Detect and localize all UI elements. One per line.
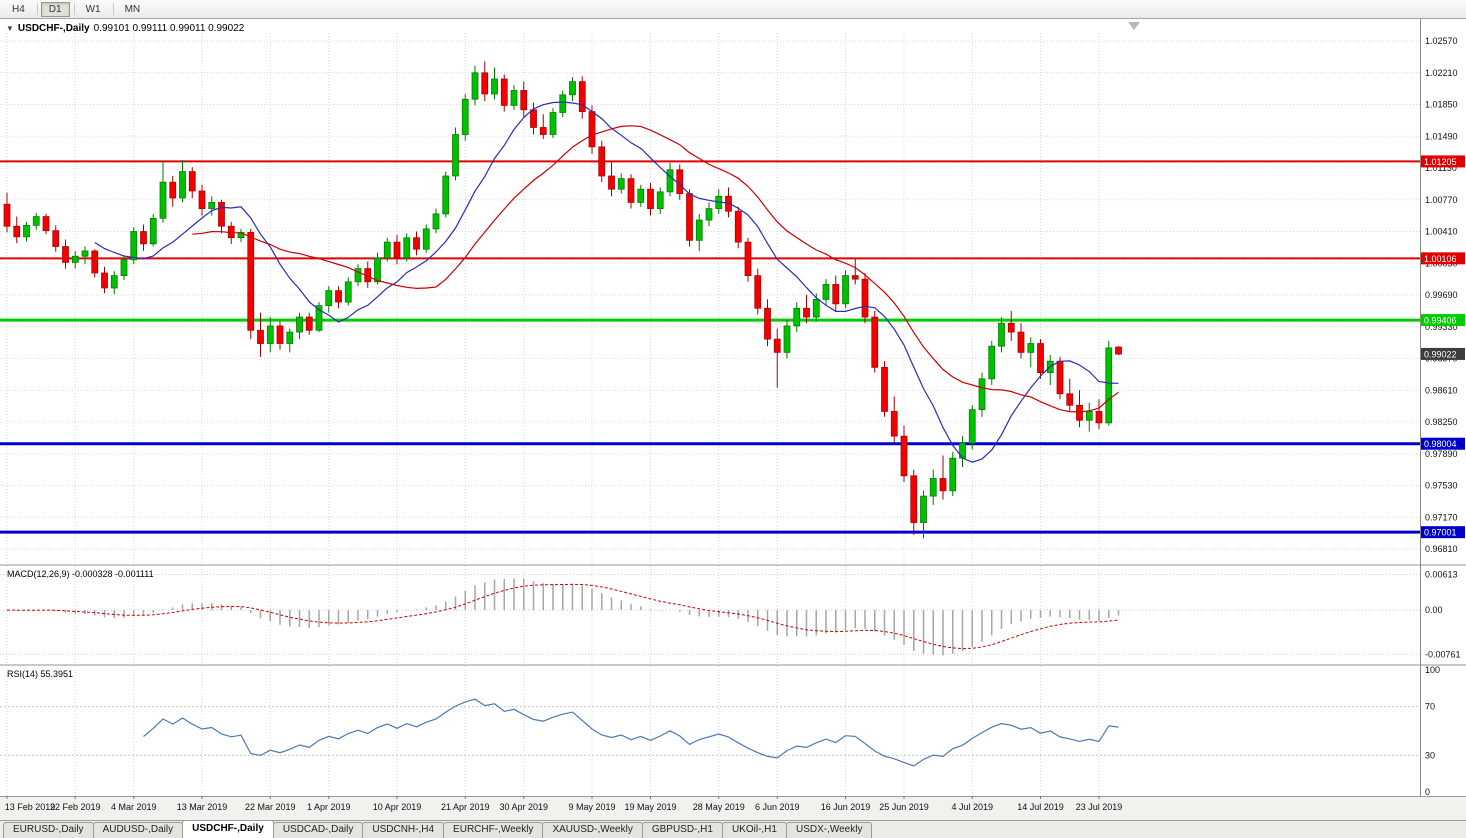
splitter-main-macd[interactable] xyxy=(0,564,1466,566)
current-price-text: 0.99022 xyxy=(1424,349,1457,359)
level-price-badge xyxy=(1421,314,1465,327)
price-tick-label: 1.01130 xyxy=(1425,163,1457,173)
chart-background xyxy=(0,19,1466,820)
date-tick-label: 25 Jun 2019 xyxy=(879,802,929,812)
tab-usdcad-daily[interactable]: USDCAD-,Daily xyxy=(272,822,364,838)
date-tick-label: 14 Jul 2019 xyxy=(1017,802,1064,812)
macd-tick-label: 0.00 xyxy=(1425,605,1443,615)
moving-averages xyxy=(94,101,1119,463)
date-tick-label: 22 Feb 2019 xyxy=(50,802,101,812)
chart-shift-marker[interactable] xyxy=(1128,22,1140,30)
level-price-text: 0.98004 xyxy=(1424,439,1457,449)
price-tick-label: 0.99690 xyxy=(1425,290,1458,300)
tab-usdchf-daily[interactable]: USDCHF-,Daily xyxy=(182,820,274,838)
date-tick-label: 28 May 2019 xyxy=(693,802,745,812)
level-price-text: 0.99406 xyxy=(1424,316,1457,326)
price-tick-label: 1.00770 xyxy=(1425,195,1458,205)
date-tick-label: 21 Apr 2019 xyxy=(441,802,490,812)
price-tick-label: 1.02570 xyxy=(1425,36,1458,46)
date-tick-label: 13 Mar 2019 xyxy=(177,802,228,812)
timeframe-w1-button[interactable]: W1 xyxy=(78,2,109,17)
tab-ukoil-h1[interactable]: UKOil-,H1 xyxy=(721,822,787,838)
rsi-tick-label: 0 xyxy=(1425,787,1430,797)
date-tick-label: 22 Mar 2019 xyxy=(245,802,296,812)
level-price-badge xyxy=(1421,437,1465,450)
level-price-badge xyxy=(1421,526,1465,539)
price-tick-label: 1.01850 xyxy=(1425,100,1458,110)
price-tick-label: 1.01490 xyxy=(1425,131,1458,141)
date-tick-label: 16 Jun 2019 xyxy=(821,802,871,812)
candles-layer xyxy=(3,61,1122,539)
tab-audusd-daily[interactable]: AUDUSD-,Daily xyxy=(92,822,184,838)
symbol-tabbar: EURUSD-,Daily AUDUSD-,Daily USDCHF-,Daily U… xyxy=(0,820,1466,838)
one-click-trading-arrow[interactable]: ▼ xyxy=(6,24,14,33)
date-tick-label: 1 Apr 2019 xyxy=(307,802,351,812)
level-price-badge xyxy=(1421,155,1465,168)
panel-chrome xyxy=(0,19,1466,797)
date-tick-label: 9 May 2019 xyxy=(568,802,615,812)
toolbar-separator xyxy=(73,3,75,15)
level-price-text: 1.01205 xyxy=(1424,157,1457,167)
timeframe-toolbar: H4 D1 W1 MN xyxy=(0,0,1466,19)
price-tick-label: 0.98250 xyxy=(1425,417,1458,427)
date-tick-label: 30 Apr 2019 xyxy=(499,802,548,812)
price-tick-label: 0.98610 xyxy=(1425,385,1458,395)
price-tick-label: 0.97530 xyxy=(1425,481,1458,491)
rsi-tick-label: 30 xyxy=(1425,750,1435,760)
level-price-text: 0.97001 xyxy=(1424,528,1457,538)
current-price-badge xyxy=(1421,347,1465,360)
macd-tick-label: 0.00613 xyxy=(1425,569,1458,579)
date-tick-label: 23 Jul 2019 xyxy=(1076,802,1123,812)
tab-xauusd-weekly[interactable]: XAUUSD-,Weekly xyxy=(542,822,643,838)
date-tick-label: 10 Apr 2019 xyxy=(373,802,422,812)
horizontal-levels xyxy=(0,160,1420,534)
timeframe-d1-button[interactable]: D1 xyxy=(40,1,70,17)
level-price-text: 1.00106 xyxy=(1424,254,1457,264)
date-tick-label: 4 Mar 2019 xyxy=(111,802,157,812)
tab-eurusd-daily[interactable]: EURUSD-,Daily xyxy=(3,822,94,838)
price-tick-label: 0.97170 xyxy=(1425,512,1458,522)
timeframe-mn-button[interactable]: MN xyxy=(117,2,149,17)
date-tick-label: 13 Feb 2019 xyxy=(5,802,56,812)
splitter-macd-rsi[interactable] xyxy=(0,664,1466,666)
price-tick-label: 0.96810 xyxy=(1425,544,1458,554)
macd-tick-label: -0.00761 xyxy=(1425,649,1461,659)
level-price-badge xyxy=(1421,252,1465,265)
rsi-panel xyxy=(0,698,1420,767)
price-tick-label: 0.97890 xyxy=(1425,449,1458,459)
macd-signal-line xyxy=(6,583,1119,650)
price-tick-label: 1.02210 xyxy=(1425,68,1458,78)
tab-eurchf-weekly[interactable]: EURCHF-,Weekly xyxy=(443,822,544,838)
price-tick-label: 1.00410 xyxy=(1425,227,1458,237)
chart-canvas[interactable]: 1.02570 1.02210 1.01850 1.01490 1.01130 1.007… xyxy=(0,19,1466,820)
level-badges: 1.01205 1.00106 0.99406 0.98004 0.97001 0.990… xyxy=(1421,155,1465,539)
date-tick-label: 6 Jun 2019 xyxy=(755,802,800,812)
date-tick-label: 4 Jul 2019 xyxy=(951,802,993,812)
macd-panel xyxy=(0,573,1420,656)
ma-20-line xyxy=(192,125,1119,413)
tab-usdx-weekly[interactable]: USDX-,Weekly xyxy=(785,822,873,838)
rsi-line xyxy=(143,698,1119,767)
toolbar-separator xyxy=(36,3,38,15)
tab-gbpusd-h1[interactable]: GBPUSD-,H1 xyxy=(641,822,723,838)
chart-area[interactable]: 1.02570 1.02210 1.01850 1.01490 1.01130 1.007… xyxy=(0,19,1466,820)
rsi-tick-label: 100 xyxy=(1425,665,1440,675)
ma-10-line xyxy=(94,101,1119,463)
rsi-tick-label: 70 xyxy=(1425,702,1435,712)
date-tick-label: 19 May 2019 xyxy=(624,802,676,812)
tab-usdcnh-h4[interactable]: USDCNH-,H4 xyxy=(362,822,445,838)
price-tick-label: 0.99330 xyxy=(1425,322,1458,332)
timeframe-h4-button[interactable]: H4 xyxy=(4,2,33,17)
toolbar-separator xyxy=(112,3,114,15)
